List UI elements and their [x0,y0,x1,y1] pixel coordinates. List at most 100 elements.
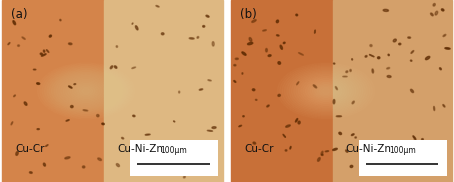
Text: 100μm: 100μm [160,146,187,155]
Ellipse shape [333,100,335,104]
Ellipse shape [411,145,413,146]
Ellipse shape [280,45,282,49]
Ellipse shape [411,51,414,53]
Ellipse shape [415,170,419,173]
Ellipse shape [387,68,390,69]
Ellipse shape [102,123,104,125]
Ellipse shape [425,56,430,60]
Ellipse shape [299,53,303,55]
Ellipse shape [435,11,438,15]
Ellipse shape [13,21,15,25]
Ellipse shape [183,176,185,178]
Ellipse shape [276,20,279,23]
Ellipse shape [286,125,290,127]
Ellipse shape [60,19,61,21]
Ellipse shape [173,121,175,122]
Ellipse shape [372,69,374,73]
Ellipse shape [132,23,133,24]
Ellipse shape [433,3,435,6]
Ellipse shape [350,165,353,168]
Bar [359,140,447,176]
Ellipse shape [212,42,214,46]
Ellipse shape [116,164,119,167]
Bar [130,140,218,176]
Ellipse shape [161,33,164,35]
Ellipse shape [252,89,255,91]
Ellipse shape [378,57,380,59]
Ellipse shape [399,43,401,45]
Ellipse shape [74,84,76,85]
Ellipse shape [387,76,391,78]
Ellipse shape [16,152,18,155]
Ellipse shape [134,164,135,166]
Ellipse shape [285,150,287,151]
Ellipse shape [283,42,285,44]
Ellipse shape [278,94,281,96]
Ellipse shape [253,142,256,144]
Text: (b): (b) [240,8,257,21]
Ellipse shape [22,37,25,39]
Ellipse shape [370,45,372,47]
Ellipse shape [296,118,298,122]
Ellipse shape [14,95,15,97]
Ellipse shape [346,71,348,73]
Ellipse shape [40,53,43,55]
Ellipse shape [133,156,138,159]
Ellipse shape [410,60,412,61]
Ellipse shape [234,81,236,82]
Ellipse shape [290,147,291,149]
Ellipse shape [321,151,323,155]
Ellipse shape [83,166,85,168]
Ellipse shape [370,54,374,57]
Ellipse shape [276,35,279,36]
Ellipse shape [409,163,410,166]
Ellipse shape [213,143,215,144]
Ellipse shape [352,59,353,60]
Ellipse shape [49,35,51,37]
Ellipse shape [388,54,390,56]
Bar [231,0,333,182]
Ellipse shape [234,64,236,66]
Ellipse shape [355,137,356,138]
Bar [104,0,223,182]
Text: Cu-Ni-Zn: Cu-Ni-Zn [117,145,163,155]
Ellipse shape [114,66,117,68]
Ellipse shape [199,89,203,90]
Ellipse shape [439,68,441,70]
Ellipse shape [242,52,246,55]
Ellipse shape [135,26,138,30]
Ellipse shape [156,5,159,7]
Ellipse shape [30,172,32,173]
Ellipse shape [430,141,433,143]
Ellipse shape [408,37,410,38]
Ellipse shape [24,102,27,105]
Ellipse shape [46,145,48,146]
Ellipse shape [296,82,299,85]
Ellipse shape [206,15,209,17]
Ellipse shape [325,151,329,152]
Ellipse shape [34,69,36,70]
Text: Cu-Cr: Cu-Cr [15,145,45,155]
Ellipse shape [445,48,450,49]
Ellipse shape [350,69,351,72]
Ellipse shape [243,116,244,117]
Ellipse shape [296,14,298,16]
Ellipse shape [247,42,253,45]
Ellipse shape [321,154,323,155]
Ellipse shape [406,164,407,165]
Text: Cu-Ni-Zn: Cu-Ni-Zn [346,145,392,155]
Ellipse shape [69,86,72,88]
Ellipse shape [339,132,341,134]
Ellipse shape [393,39,396,42]
Ellipse shape [413,136,416,139]
Ellipse shape [266,48,267,52]
Bar [2,0,104,182]
Ellipse shape [46,50,49,52]
Ellipse shape [256,99,257,100]
Ellipse shape [208,80,211,81]
Ellipse shape [189,38,194,39]
Ellipse shape [132,67,136,69]
Ellipse shape [443,34,446,37]
Ellipse shape [430,13,433,16]
Ellipse shape [443,105,445,107]
